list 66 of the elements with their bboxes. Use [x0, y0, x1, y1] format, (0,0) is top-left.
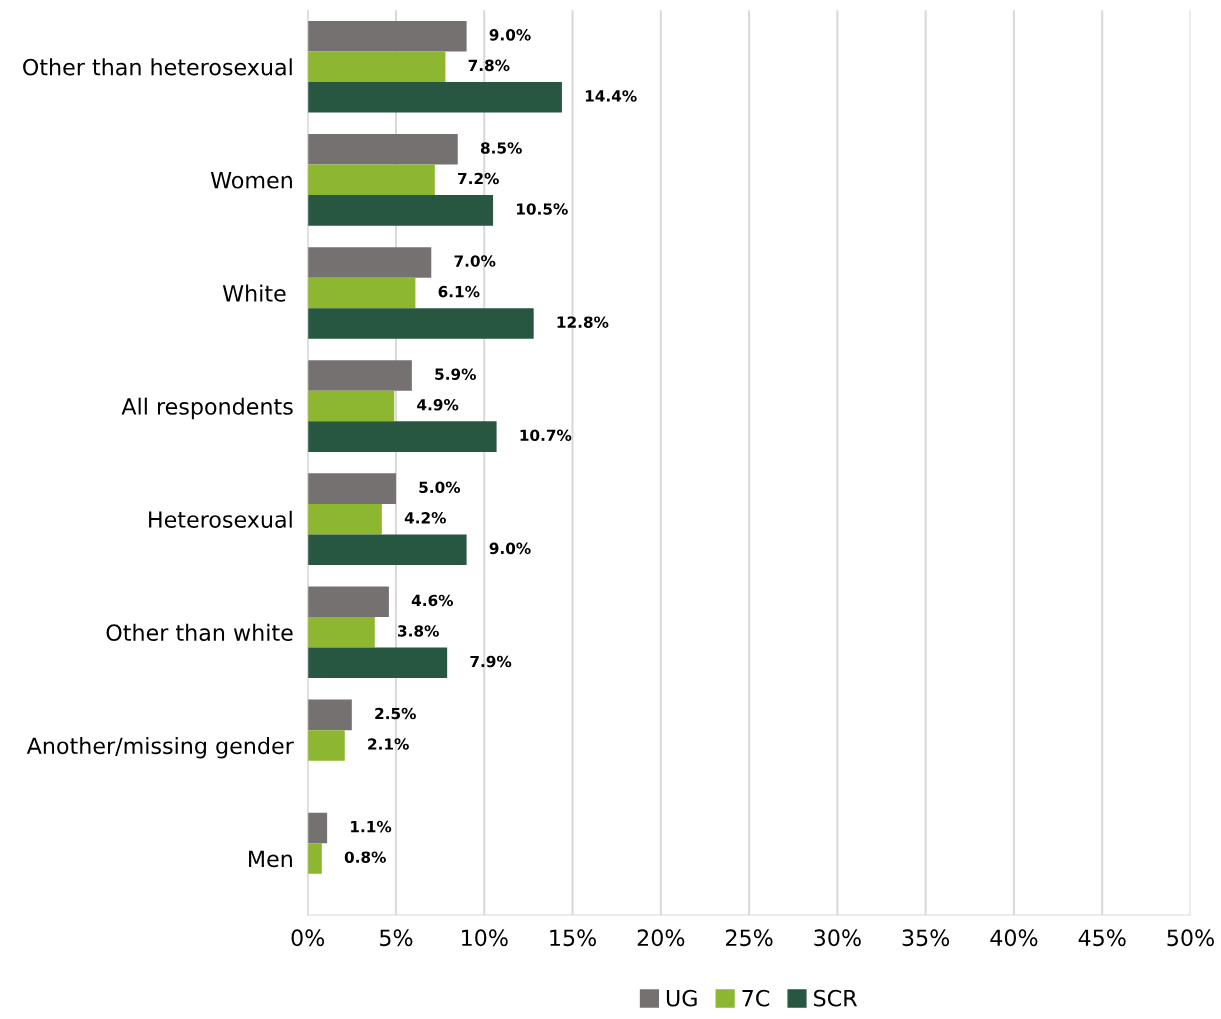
x-tick-label: 45%: [1078, 929, 1126, 947]
legend-label: SCR: [814, 989, 857, 1007]
bar: [307, 812, 328, 844]
bar: [307, 51, 446, 83]
data-label: 12.8%: [557, 316, 609, 328]
bar: [307, 195, 494, 226]
y-tick-label: Heterosexual: [149, 510, 292, 528]
bar: [307, 503, 382, 535]
bar: [307, 730, 345, 761]
bar: [307, 586, 389, 618]
bar: [307, 134, 458, 165]
bar: [307, 617, 375, 648]
y-tick-label: All respondents: [121, 397, 293, 420]
x-tick-label: 0%: [291, 929, 325, 947]
x-tick-label: 40%: [990, 929, 1038, 947]
data-label: 7.0%: [454, 255, 496, 267]
y-tick-label: Another/missing gender: [26, 736, 294, 759]
data-label: 5.0%: [419, 481, 461, 494]
data-label: 2.1%: [368, 738, 409, 750]
x-tick-label: 5%: [380, 929, 413, 947]
data-label: 1.1%: [351, 820, 392, 833]
bar: [307, 247, 432, 278]
data-label: 3.8%: [398, 625, 439, 637]
data-label: 4.2%: [404, 512, 446, 524]
bar: [307, 534, 467, 565]
y-tick-label: Women: [210, 172, 292, 189]
bar: [307, 390, 395, 422]
data-label: 9.0%: [489, 542, 531, 555]
bar: [307, 277, 416, 309]
x-tick-label: 30%: [814, 929, 861, 947]
data-label: 10.5%: [517, 203, 568, 215]
data-label: 7.8%: [468, 59, 510, 72]
data-label: 4.9%: [417, 398, 459, 411]
bar: [307, 473, 396, 504]
x-tick-label: 50%: [1167, 929, 1214, 947]
data-label: 8.5%: [480, 142, 522, 154]
data-label: 6.1%: [438, 285, 480, 298]
bar: [307, 20, 467, 52]
x-tick-label: 35%: [902, 929, 950, 947]
bar: [307, 647, 448, 679]
y-tick-label: Other than heterosexual: [23, 58, 292, 76]
data-label: 7.2%: [458, 172, 499, 185]
data-label: 0.8%: [344, 851, 386, 863]
legend-label: 7C: [742, 989, 770, 1007]
bar: [307, 421, 497, 452]
x-tick-label: 20%: [637, 929, 685, 947]
y-tick-label: Other than white: [106, 623, 293, 642]
bar: [307, 843, 322, 874]
bar: [307, 82, 562, 113]
y-tick-label: Men: [249, 850, 292, 868]
x-tick-label: 25%: [726, 929, 773, 947]
bar: [307, 699, 352, 731]
bar: [307, 308, 534, 339]
legend-label: UG: [666, 989, 697, 1007]
y-tick-label: White: [222, 284, 286, 302]
x-tick-label: 10%: [461, 929, 508, 947]
data-label: 14.4%: [585, 90, 637, 102]
data-label: 7.9%: [470, 655, 512, 668]
data-label: 5.9%: [435, 368, 476, 380]
bar: [307, 164, 435, 196]
data-label: 9.0%: [489, 29, 531, 41]
x-tick-label: 15%: [550, 929, 596, 947]
bar: [307, 360, 412, 391]
data-label: 2.5%: [375, 707, 416, 720]
data-label: 4.6%: [411, 594, 454, 607]
data-label: 10.7%: [520, 429, 572, 442]
